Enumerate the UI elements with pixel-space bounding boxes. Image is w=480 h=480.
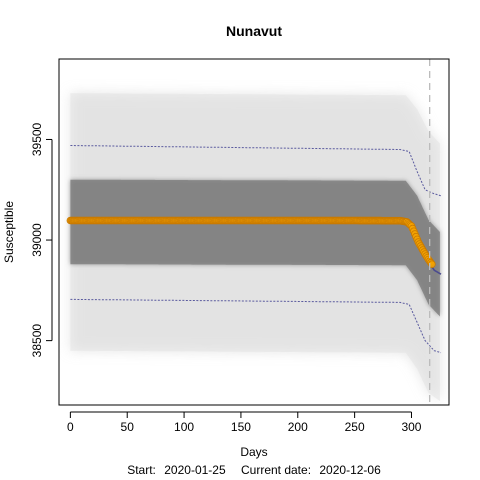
y-tick-label: 38500 [30,324,44,358]
x-axis: 0 50 100 150 200 250 300 [67,411,422,434]
lower-quantile-line [70,298,442,354]
x-tick-label: 150 [231,420,251,434]
x-axis-label: Days [240,445,267,459]
chart-title: Nunavut [226,23,282,39]
x-tick-label: 200 [288,420,308,434]
y-tick-label: 39000 [30,223,44,257]
y-tick-label: 39500 [30,122,44,156]
observed-points [66,216,436,269]
plot-frame [58,58,450,406]
x-tick-label: 0 [67,420,74,434]
inner-cloud-core [70,179,440,317]
current-date-label: Current date: [241,463,311,477]
start-label: Start: [127,463,156,477]
y-axis: 38500 39000 39500 [30,122,53,358]
x-tick-label: 100 [174,420,194,434]
date-footer: Start: 2020-01-25 Current date: 2020-12-… [127,463,381,477]
current-date: 2020-12-06 [319,463,381,477]
y-axis-label: Susceptible [2,201,16,263]
upper-quantile-line [70,145,442,197]
start-date: 2020-01-25 [164,463,226,477]
x-tick-label: 300 [401,420,421,434]
x-tick-label: 50 [121,420,135,434]
x-tick-label: 250 [345,420,365,434]
simulation-cloud [70,93,440,401]
